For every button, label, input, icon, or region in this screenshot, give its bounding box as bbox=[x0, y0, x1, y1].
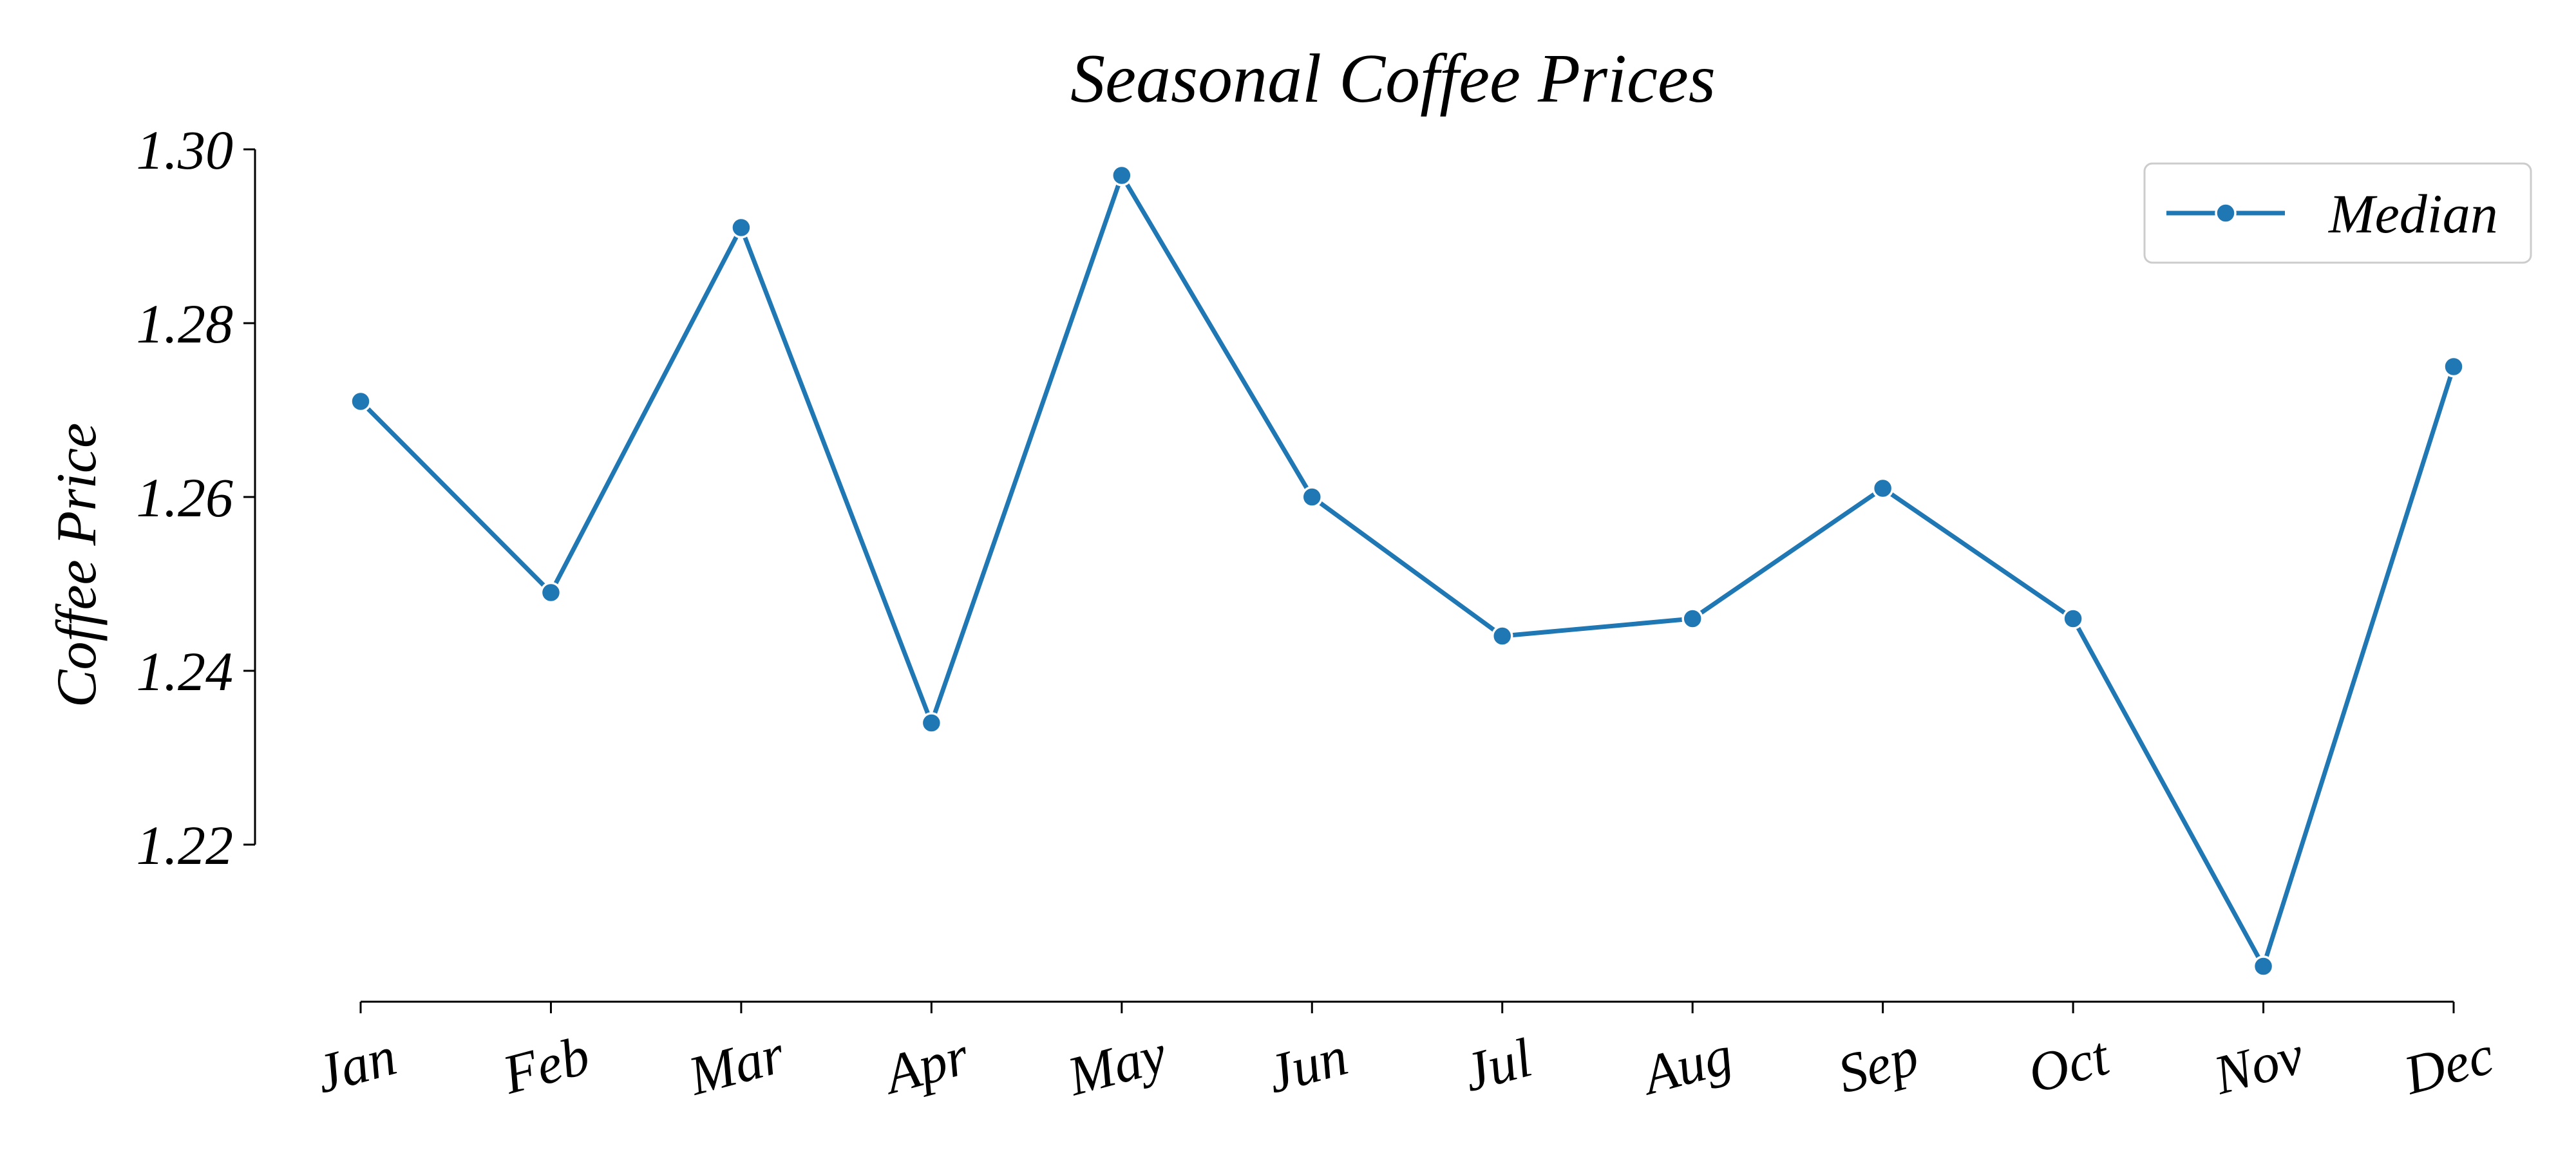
data-point bbox=[540, 581, 562, 604]
x-tick-label: May bbox=[1060, 1022, 1173, 1108]
data-point bbox=[2252, 955, 2275, 977]
series-group bbox=[350, 164, 2465, 977]
x-tick-label: Jul bbox=[1457, 1026, 1538, 1103]
data-point bbox=[1491, 625, 1513, 647]
y-axis-label: Coffee Price bbox=[46, 423, 108, 708]
x-tick-label: Apr bbox=[875, 1024, 975, 1107]
y-tick-label: 1.30 bbox=[137, 119, 234, 181]
data-point bbox=[920, 712, 943, 734]
data-point bbox=[1301, 486, 1323, 508]
legend-marker bbox=[2215, 202, 2237, 224]
series-line bbox=[359, 173, 2456, 969]
y-tick-label: 1.28 bbox=[137, 293, 234, 355]
data-point bbox=[1871, 477, 1894, 500]
y-tick-label: 1.26 bbox=[137, 467, 234, 529]
legend-label: Median bbox=[2327, 183, 2498, 245]
x-tick-label: Sep bbox=[1832, 1025, 1925, 1105]
x-tick-label: Mar bbox=[681, 1022, 791, 1107]
x-tick-label: Oct bbox=[2022, 1024, 2116, 1105]
legend-box bbox=[2143, 162, 2532, 264]
x-tick-label: Dec bbox=[2397, 1024, 2500, 1107]
chart-title: Seasonal Coffee Prices bbox=[1070, 41, 1716, 117]
x-tick-label: Nov bbox=[2207, 1023, 2310, 1106]
data-point bbox=[1681, 608, 1703, 630]
tick-labels: 1.22 1.24 1.26 1.28 1.30 Jan Feb Mar Apr May Jun Ju… bbox=[137, 119, 2500, 1108]
data-point bbox=[2062, 608, 2084, 630]
y-tick-label: 1.22 bbox=[137, 814, 234, 876]
data-point bbox=[1111, 164, 1133, 187]
x-tick-label: Feb bbox=[496, 1024, 596, 1106]
data-point bbox=[2443, 355, 2465, 378]
data-point bbox=[350, 390, 372, 413]
data-point bbox=[730, 216, 752, 239]
y-tick-label: 1.24 bbox=[137, 641, 234, 702]
x-tick-label: Aug bbox=[1634, 1024, 1739, 1107]
x-tick-label: Jan bbox=[309, 1025, 402, 1105]
axes bbox=[243, 148, 2455, 1013]
x-tick-label: Jun bbox=[1260, 1025, 1354, 1105]
legend: Median bbox=[2143, 162, 2532, 264]
